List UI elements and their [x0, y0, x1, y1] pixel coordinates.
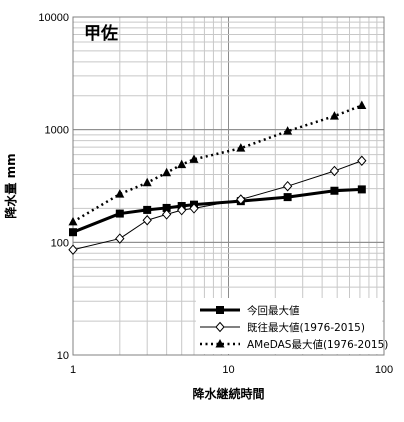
- data-point-triangle: [68, 216, 78, 226]
- series-3: [68, 100, 367, 226]
- y-tick-label: 1000: [45, 125, 69, 137]
- data-point-diamond: [282, 180, 293, 192]
- data-point-square: [115, 209, 124, 218]
- data-point-triangle: [142, 177, 152, 187]
- x-axis-label: 降水継続時間: [192, 386, 264, 401]
- chart-title: 甲佐: [84, 23, 118, 44]
- data-point-square: [143, 205, 152, 214]
- data-point-diamond: [115, 233, 125, 244]
- data-point-diamond: [329, 165, 340, 177]
- x-tick-labels: 1 10 100: [70, 364, 393, 376]
- series-1: [69, 185, 366, 237]
- series-2: [68, 155, 367, 255]
- x-tick-label: 100: [375, 364, 393, 376]
- legend-box: [196, 298, 382, 354]
- data-point-triangle: [283, 126, 293, 135]
- legend-label: 既往最大値(1976-2015): [247, 321, 365, 334]
- data-point-diamond: [189, 203, 199, 214]
- data-point-triangle: [357, 100, 367, 109]
- y-tick-label: 100: [51, 237, 69, 249]
- data-point-triangle: [189, 154, 199, 163]
- series-line: [72, 104, 363, 223]
- data-point-square: [69, 228, 77, 237]
- series-line: [72, 187, 362, 234]
- data-point-square: [330, 186, 339, 195]
- x-tick-label: 1: [70, 364, 76, 376]
- data-point-diamond: [161, 209, 172, 220]
- data-point-square: [216, 306, 224, 314]
- data-point-square: [357, 185, 366, 194]
- data-point-triangle: [215, 339, 225, 348]
- plot-frame: [72, 16, 385, 356]
- data-point-diamond: [236, 194, 246, 205]
- data-point-square: [283, 193, 292, 202]
- legend-label: 今回最大値: [247, 304, 300, 317]
- data-point-triangle: [177, 159, 187, 169]
- y-tick-labels: 10 100 1000 10000: [38, 12, 69, 362]
- data-point-diamond: [177, 204, 187, 216]
- y-tick-label: 10000: [38, 12, 69, 24]
- data-point-diamond: [215, 321, 225, 333]
- data-point-triangle: [236, 143, 246, 152]
- data-point-triangle: [162, 167, 172, 177]
- series-group: [68, 100, 367, 255]
- legend-label: AMeDAS最大値(1976-2015): [247, 338, 388, 351]
- data-point-triangle: [115, 189, 125, 198]
- data-point-square: [162, 203, 171, 212]
- data-point-diamond: [357, 155, 367, 166]
- y-tick-label: 10: [57, 350, 69, 362]
- x-tick-label: 10: [222, 364, 234, 376]
- series-line: [72, 160, 362, 251]
- y-axis-label: 降水量 mm: [3, 153, 18, 218]
- data-point-diamond: [68, 244, 78, 255]
- data-point-diamond: [142, 215, 152, 226]
- data-point-triangle: [329, 111, 339, 120]
